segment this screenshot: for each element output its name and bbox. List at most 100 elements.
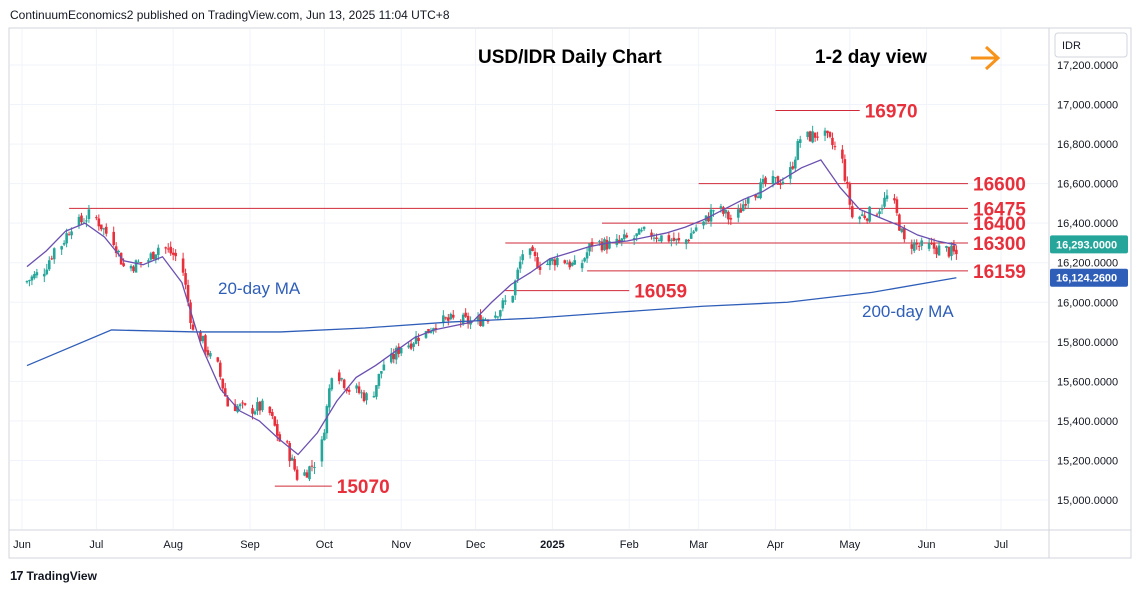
- candle-body: [166, 248, 170, 250]
- candle-body: [243, 403, 247, 405]
- candle-body: [496, 316, 500, 318]
- candle-body: [875, 214, 879, 216]
- candle-body: [328, 388, 331, 408]
- candle-body: [389, 353, 393, 363]
- candle-body: [330, 378, 334, 390]
- candle-body: [932, 243, 936, 249]
- candle-body: [288, 443, 291, 462]
- chart-frame: [8, 27, 1132, 559]
- candle-body: [883, 197, 886, 207]
- level-label: 16400: [973, 214, 1026, 235]
- candle-body: [563, 260, 567, 264]
- candle-body: [295, 469, 299, 480]
- candle-body: [813, 132, 817, 138]
- candle-body: [449, 313, 453, 320]
- brand-name: TradingView: [26, 568, 97, 583]
- footer-brand[interactable]: 17 TradingView: [10, 568, 97, 583]
- candle-body: [122, 263, 125, 267]
- candle-body: [833, 146, 837, 148]
- candle-body: [95, 217, 98, 219]
- level-label: 16600: [973, 175, 1026, 196]
- candle-body: [442, 315, 445, 323]
- candle-body: [533, 251, 537, 257]
- candle-body: [880, 207, 884, 210]
- candle-body: [486, 320, 490, 322]
- candle-body: [434, 327, 438, 329]
- candle-body: [62, 243, 66, 245]
- candle-body: [759, 182, 762, 199]
- candle-body: [917, 245, 921, 247]
- candle-body: [290, 457, 294, 461]
- candle-body: [719, 206, 723, 209]
- candle-body: [323, 432, 326, 441]
- candle-body: [365, 393, 368, 401]
- candle-body: [499, 310, 502, 317]
- candle-body: [677, 237, 681, 241]
- y-tick-label: 16,400.0000: [1057, 218, 1118, 230]
- candle-body: [427, 329, 430, 334]
- candle-body: [112, 231, 116, 245]
- candle-body: [80, 215, 83, 223]
- candle-body: [45, 269, 49, 275]
- price-badge: [1050, 268, 1128, 287]
- candle-body: [184, 273, 187, 285]
- candle-body: [147, 260, 150, 262]
- candle-body: [826, 130, 829, 134]
- candle-body: [640, 230, 643, 232]
- currency-label: IDR: [1062, 40, 1081, 52]
- candle-body: [43, 273, 46, 277]
- candle-body: [670, 239, 673, 241]
- candle-body: [789, 167, 792, 179]
- candle-body: [253, 411, 257, 415]
- ma200-line: [26, 277, 957, 367]
- candle-body: [77, 216, 81, 226]
- x-tick-label: Sep: [240, 539, 260, 551]
- candle-body: [637, 228, 641, 235]
- candle-body: [444, 317, 448, 319]
- candle-body: [216, 357, 220, 362]
- candle-body: [744, 204, 748, 206]
- candle-body: [754, 194, 757, 198]
- x-tick-label: Oct: [316, 539, 333, 551]
- candle-body: [139, 262, 143, 264]
- candle-body: [806, 131, 809, 137]
- y-tick-label: 16,200.0000: [1057, 258, 1118, 270]
- candle-body: [667, 235, 671, 242]
- candle-body: [536, 257, 539, 268]
- candle-body: [729, 218, 733, 220]
- candle-body: [774, 177, 777, 179]
- price-badge: [1050, 235, 1128, 254]
- candle-body: [28, 280, 31, 282]
- candle-body: [927, 243, 931, 249]
- candle-body: [684, 239, 688, 245]
- y-tick-label: 17,000.0000: [1057, 100, 1118, 112]
- candle-body: [635, 233, 638, 237]
- candle-body: [33, 273, 36, 279]
- candle-body: [632, 237, 636, 240]
- candle-body: [518, 261, 522, 269]
- candle-body: [392, 354, 396, 360]
- candle-body: [660, 235, 663, 242]
- candle-body: [573, 260, 577, 265]
- currency-box[interactable]: [1054, 32, 1128, 58]
- candle-body: [878, 211, 881, 215]
- candle-body: [209, 353, 212, 357]
- candle-body: [652, 237, 656, 239]
- level-label: 16970: [865, 101, 918, 122]
- candle-body: [47, 260, 51, 270]
- candle-body: [206, 350, 210, 356]
- candle-body: [394, 347, 398, 360]
- candle-body: [169, 246, 173, 254]
- candle-body: [258, 401, 262, 411]
- candle-body: [340, 378, 344, 380]
- candle-body: [885, 195, 889, 199]
- candle-body: [233, 404, 237, 412]
- candle-body: [727, 211, 730, 220]
- candle-body: [937, 245, 941, 256]
- candle-body: [707, 216, 710, 222]
- x-tick-label: Dec: [466, 539, 486, 551]
- ma200-label: 200-day MA: [862, 302, 954, 321]
- candle-body: [429, 331, 433, 333]
